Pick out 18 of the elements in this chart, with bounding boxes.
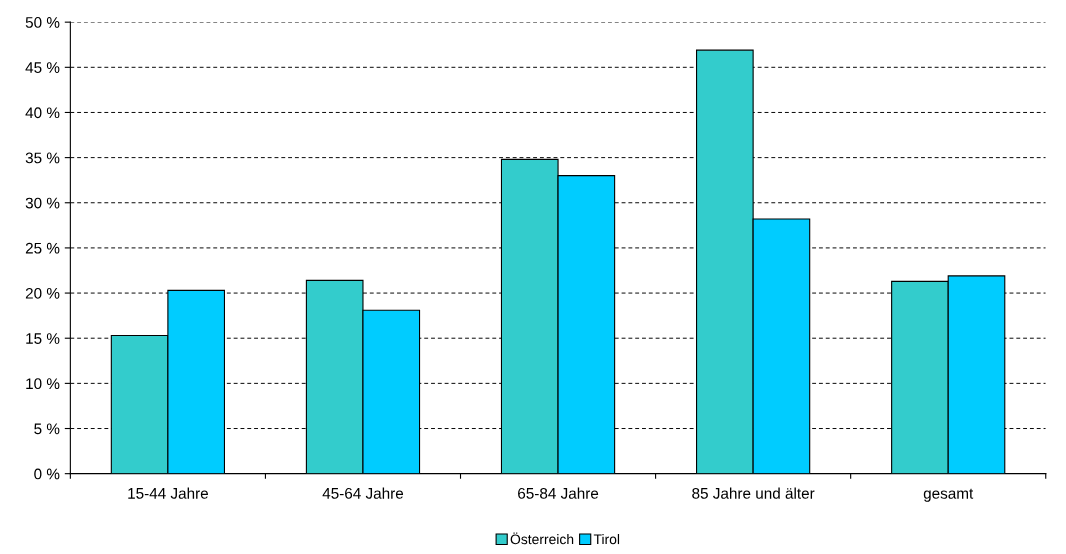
y-tick-label: 30 % xyxy=(25,197,60,209)
x-tick-label: 45-64 Jahre xyxy=(322,487,404,499)
y-tick-label: 10 % xyxy=(26,378,60,390)
y-tick-label: 0 % xyxy=(34,468,60,480)
y-tick-label: 45 % xyxy=(25,62,60,73)
x-tick-label: 15-44 Jahre xyxy=(128,487,208,499)
y-tick-label: 35 % xyxy=(25,152,60,164)
y-tick-label: 40 % xyxy=(25,107,60,119)
legend-label: Tirol xyxy=(593,534,620,545)
y-tick-label: 5 % xyxy=(34,423,60,435)
x-tick-label: 65-84 Jahre xyxy=(518,487,599,499)
x-tick-label: 85 Jahre und älter xyxy=(692,487,815,499)
y-tick-label: 50 % xyxy=(25,17,60,28)
y-tick-label: 15 % xyxy=(26,333,60,344)
y-tick-label: 20 % xyxy=(25,287,60,299)
legend-label: Österreich xyxy=(510,532,574,545)
y-tick-label: 25 % xyxy=(25,242,60,254)
x-tick-label: gesamt xyxy=(923,488,974,502)
